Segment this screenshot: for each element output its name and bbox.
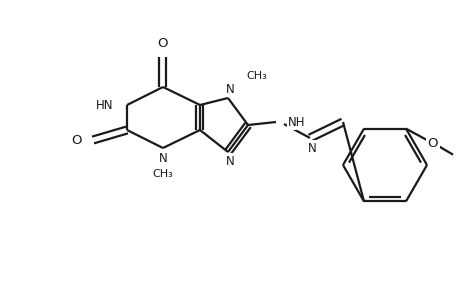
Text: O: O	[157, 37, 168, 50]
Text: HN: HN	[95, 98, 113, 112]
Text: CH₃: CH₃	[246, 71, 266, 81]
Text: N: N	[158, 152, 167, 164]
Text: N: N	[225, 154, 234, 167]
Text: N: N	[225, 82, 234, 95]
Text: O: O	[427, 137, 437, 150]
Text: NH: NH	[287, 116, 305, 128]
Text: N: N	[307, 142, 316, 154]
Text: CH₃: CH₃	[152, 169, 173, 179]
Text: O: O	[72, 134, 82, 146]
